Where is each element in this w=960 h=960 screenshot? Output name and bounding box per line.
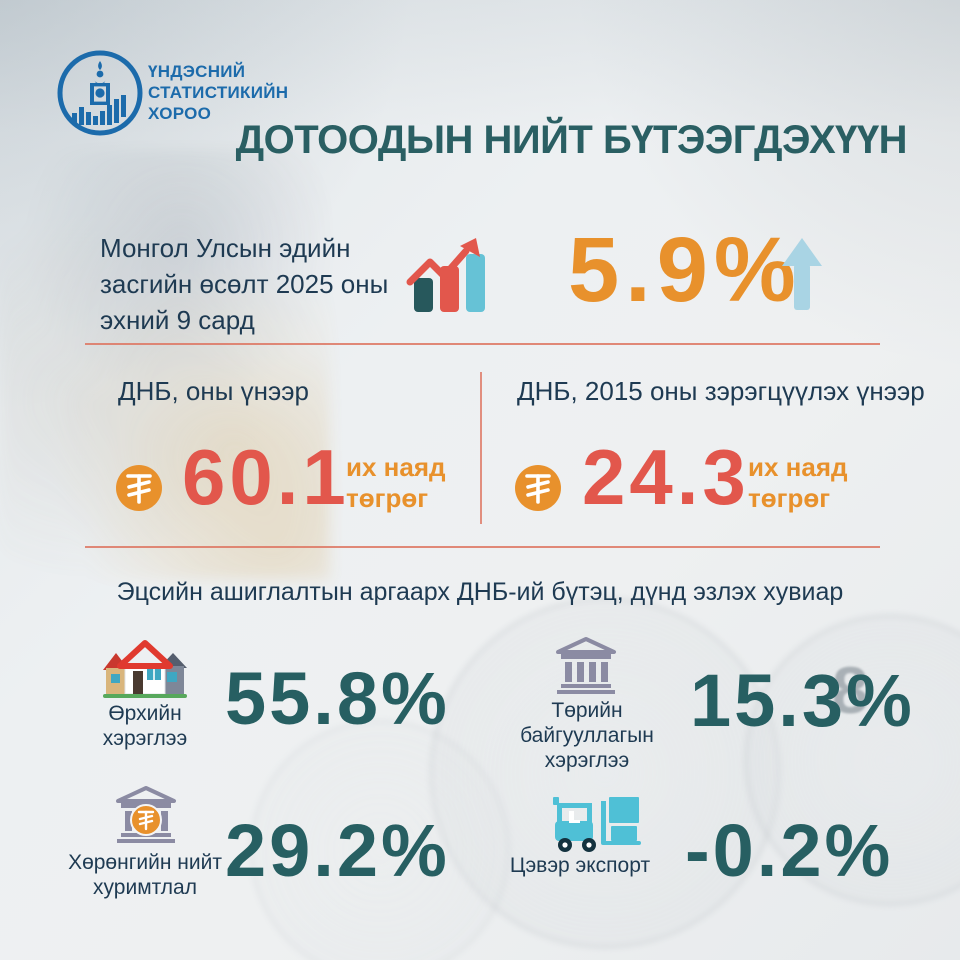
- stat-value-government: 15.3%: [690, 659, 915, 742]
- gdp-constant-value: 24.3: [582, 433, 750, 521]
- growth-label: Монгол Улсын эдийн засгийн өсөлт 2025 он…: [100, 230, 388, 338]
- stat-label-line: Цэвэр экспорт: [509, 854, 651, 877]
- gdp-current-value: 60.1: [182, 433, 350, 521]
- growth-value: 5.9%: [568, 219, 802, 321]
- house-icon: [103, 640, 187, 707]
- stat-value-capital: 29.2%: [225, 809, 450, 892]
- page-title: ДОТООДЫН НИЙТ БҮТЭЭГДЭХҮҮН: [235, 118, 908, 162]
- org-name: ҮНДЭСНИЙ СТАТИСТИКИЙН ХОРОО: [148, 61, 288, 124]
- section-divider: [85, 546, 880, 548]
- org-name-line: ҮНДЭСНИЙ: [148, 62, 246, 81]
- stat-label-line: хуримтлал: [93, 876, 197, 899]
- stat-label-line: Төрийн байгууллагын: [520, 699, 654, 747]
- stat-label-line: Хөрөнгийн нийт: [68, 851, 222, 874]
- government-building-icon: [553, 637, 619, 700]
- bar-chart-rising-icon: [406, 236, 494, 319]
- tugrik-coin-icon: [514, 464, 562, 517]
- stat-label-line: хэрэглээ: [544, 749, 630, 772]
- gdp-constant-unit: их наяд төгрөг: [748, 452, 848, 514]
- bank-coin-icon: [113, 786, 179, 853]
- stat-value-household: 55.8%: [225, 657, 450, 740]
- stat-label-net-export: Цэвэр экспорт: [480, 853, 680, 878]
- gdp-constant-label: ДНБ, 2015 оны зэрэгцүүлэх үнээр: [517, 376, 925, 406]
- gdp-current-unit: их наяд төгрөг: [346, 452, 446, 514]
- unit-line: төгрөг: [748, 483, 831, 513]
- stat-value-net-export: -0.2%: [685, 809, 894, 892]
- section-divider: [85, 343, 880, 345]
- nso-logo-icon: [56, 49, 144, 137]
- stat-label-line: Өрхийн: [108, 702, 182, 725]
- up-arrow-icon: [782, 238, 822, 317]
- unit-line: их наяд: [346, 452, 446, 482]
- column-divider: [480, 372, 482, 524]
- stat-label-government: Төрийн байгууллагын хэрэглээ: [487, 698, 687, 773]
- org-name-line: ХОРОО: [148, 104, 212, 123]
- forklift-export-icon: [543, 795, 655, 858]
- growth-label-line: засгийн өсөлт 2025 оны: [100, 269, 389, 299]
- unit-line: их наяд: [748, 452, 848, 482]
- background-photo-coin: [250, 720, 510, 960]
- background-photo-abacus: [0, 150, 330, 580]
- org-name-line: СТАТИСТИКИЙН: [148, 83, 289, 102]
- stat-label-capital: Хөрөнгийн нийт хуримтлал: [45, 850, 245, 900]
- stat-label-household: Өрхийн хэрэглээ: [45, 701, 245, 751]
- unit-line: төгрөг: [346, 483, 429, 513]
- background-coin-digit: 8: [832, 653, 869, 727]
- structure-heading: Эцсийн ашиглалтын аргаарх ДНБ-ий бүтэц, …: [116, 578, 844, 606]
- growth-label-line: Монгол Улсын эдийн: [100, 233, 351, 263]
- tugrik-coin-icon: [115, 464, 163, 517]
- gdp-current-label: ДНБ, оны үнээр: [118, 376, 309, 406]
- stat-label-line: хэрэглээ: [102, 727, 188, 750]
- growth-label-line: эхний 9 сард: [100, 305, 255, 335]
